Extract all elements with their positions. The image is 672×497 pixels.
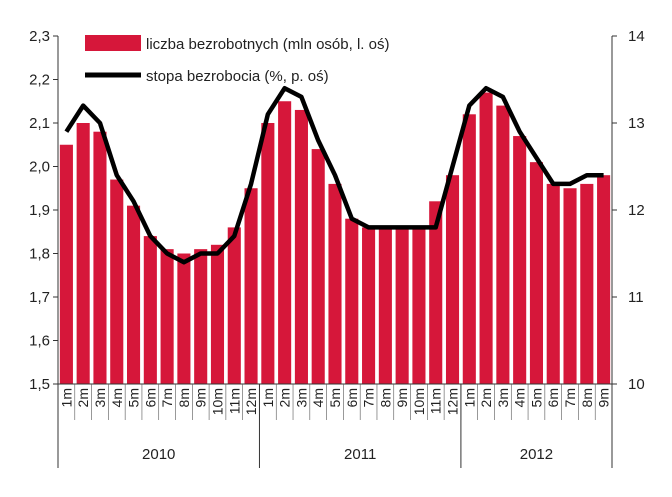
bar xyxy=(110,179,124,384)
bar xyxy=(546,183,560,384)
bar xyxy=(580,183,594,384)
left-axis-ticks: 1,5 1,6 1,7 1,8 1,9 2,0 2,1 2,2 2,3 xyxy=(29,28,58,393)
left-tick-label: 1,8 xyxy=(29,246,50,263)
month-label: 1m xyxy=(260,388,276,407)
month-label: 2m xyxy=(277,388,293,407)
bar xyxy=(362,227,376,384)
month-label: 9m xyxy=(394,388,410,407)
bar xyxy=(244,188,258,384)
bar xyxy=(143,236,157,384)
bar xyxy=(194,249,208,384)
bar xyxy=(513,136,527,384)
left-tick-label: 1,7 xyxy=(29,289,50,306)
month-label: 2m xyxy=(478,388,494,407)
month-label: 4m xyxy=(512,388,528,407)
month-label: 11m xyxy=(226,388,242,414)
bar xyxy=(378,227,392,384)
month-label: 3m xyxy=(495,388,511,407)
month-label: 8m xyxy=(377,388,393,407)
unemployment-rate-line xyxy=(64,85,604,265)
left-tick-label: 2,2 xyxy=(29,72,50,89)
bar xyxy=(127,205,141,384)
bar xyxy=(462,114,476,385)
bar xyxy=(395,227,409,384)
bar-series xyxy=(59,92,611,385)
month-label: 11m xyxy=(428,388,444,414)
month-label: 4m xyxy=(109,388,125,407)
left-tick-label: 1,5 xyxy=(29,376,50,393)
month-label: 10m xyxy=(209,388,225,415)
legend-line-label: stopa bezrobocia (%, p. oś) xyxy=(146,68,329,85)
bar xyxy=(445,175,460,384)
legend-bar-label: liczba bezrobotnych (mln osób, l. oś) xyxy=(146,36,389,53)
month-label: 2m xyxy=(75,388,91,407)
right-tick-label: 13 xyxy=(628,115,645,132)
right-tick-label: 14 xyxy=(628,28,645,45)
month-label: 6m xyxy=(344,388,360,407)
bar xyxy=(261,123,275,384)
year-labels: 2010 2011 2012 xyxy=(57,384,613,468)
month-label: 7m xyxy=(361,388,377,407)
legend-bar-swatch xyxy=(85,35,141,51)
month-label: 5m xyxy=(327,388,343,407)
month-label: 8m xyxy=(579,388,595,407)
line-series xyxy=(64,85,604,265)
month-label: 3m xyxy=(92,388,108,407)
bar xyxy=(345,218,359,384)
left-tick-label: 2,1 xyxy=(29,115,50,132)
bar xyxy=(429,201,443,384)
bar xyxy=(59,144,73,384)
right-tick-label: 12 xyxy=(628,202,645,219)
month-label: 4m xyxy=(310,388,326,407)
bar xyxy=(210,244,225,384)
bar xyxy=(160,249,174,384)
month-label: 6m xyxy=(545,388,561,407)
month-label: 8m xyxy=(176,388,192,407)
right-tick-label: 10 xyxy=(628,376,645,393)
month-label: 12m xyxy=(243,388,259,415)
bar xyxy=(278,101,292,384)
left-tick-label: 2,0 xyxy=(29,159,50,176)
month-label: 5m xyxy=(126,388,142,407)
year-label: 2011 xyxy=(344,446,376,463)
bar xyxy=(479,92,493,385)
month-label: 10m xyxy=(411,388,427,415)
month-label: 1m xyxy=(461,388,477,407)
month-label: 9m xyxy=(193,388,209,407)
bar xyxy=(311,149,325,384)
bar xyxy=(93,131,107,384)
bar xyxy=(76,123,90,384)
left-tick-label: 1,6 xyxy=(29,333,50,350)
month-label: 6m xyxy=(142,388,158,407)
bar xyxy=(597,175,611,384)
month-label: 9m xyxy=(596,388,612,407)
bar xyxy=(177,253,191,384)
right-tick-label: 11 xyxy=(628,289,644,306)
legend: liczba bezrobotnych (mln osób, l. oś) st… xyxy=(85,35,389,85)
bar xyxy=(563,188,577,384)
month-label: 12m xyxy=(445,388,461,415)
left-tick-label: 1,9 xyxy=(29,202,50,219)
bar xyxy=(529,162,543,384)
bar xyxy=(496,105,510,384)
right-axis-ticks: 10 11 12 13 14 xyxy=(612,28,645,393)
bar xyxy=(227,227,241,384)
month-labels: 1m 2m 3m 4m 5m 6m 7m 8m 9m 10m 11m 12m 1m 2m 3m 4m 5m 6m 7… xyxy=(58,384,612,420)
month-label: 7m xyxy=(562,388,578,407)
left-tick-label: 2,3 xyxy=(29,28,50,45)
year-label: 2010 xyxy=(142,446,175,463)
bar xyxy=(328,183,342,384)
month-label: 3m xyxy=(293,388,309,407)
month-label: 1m xyxy=(58,388,74,407)
month-label: 5m xyxy=(528,388,544,407)
bar xyxy=(412,227,426,384)
bar xyxy=(294,109,308,384)
year-label: 2012 xyxy=(520,446,553,463)
month-label: 7m xyxy=(159,388,175,407)
